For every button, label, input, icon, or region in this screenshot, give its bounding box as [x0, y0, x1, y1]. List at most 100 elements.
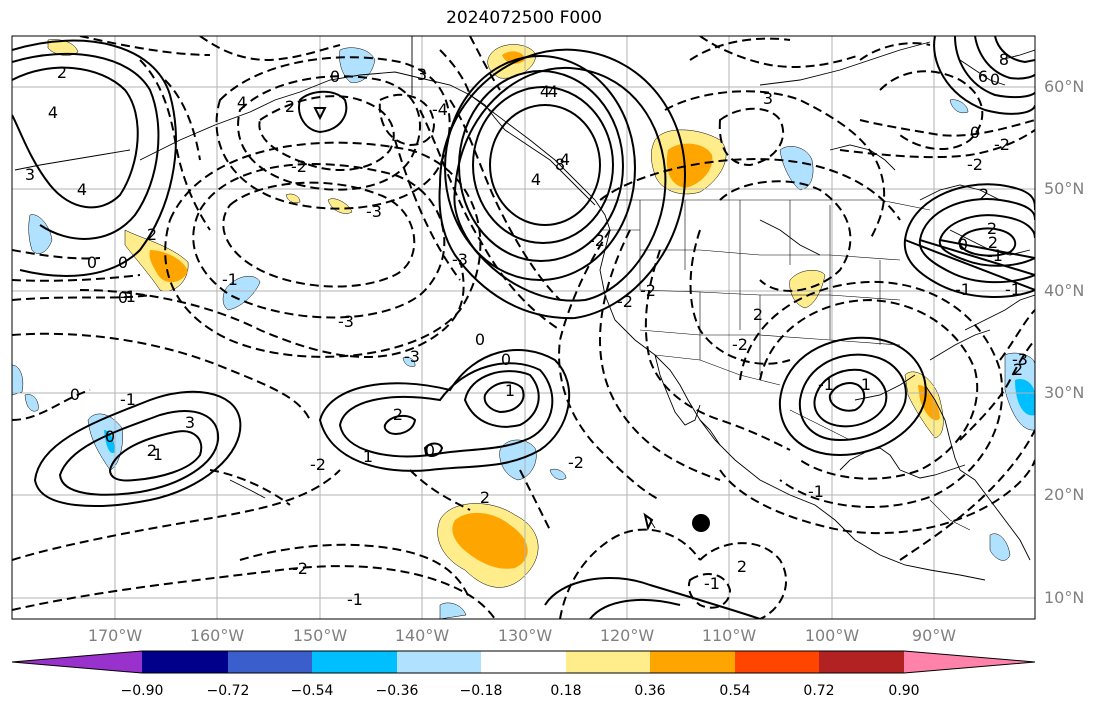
contour-label: -2 — [732, 335, 748, 354]
contour-label: 1 — [363, 447, 373, 466]
contour-label: -2 — [617, 292, 633, 311]
contour-label: -1 — [147, 445, 163, 464]
coastlines — [14, 36, 1035, 581]
plot-frame — [11, 35, 1036, 620]
contour-label: -2 — [310, 455, 326, 474]
colorbar-segment — [819, 651, 904, 673]
contour-label: 2 — [753, 305, 763, 324]
contour-label: 4 — [560, 150, 570, 169]
contour-label: 3 — [185, 413, 195, 432]
colorbar-tick-label: 0.36 — [634, 683, 666, 699]
colorbar-segment — [650, 651, 735, 673]
lon-label-100w: 100°W — [804, 626, 860, 645]
lat-label-60n: 60°N — [1044, 77, 1085, 96]
contour-label: 4 — [77, 180, 87, 199]
lat-label-40n: 40°N — [1044, 281, 1085, 300]
lat-label-50n: 50°N — [1044, 179, 1085, 198]
contour-label: -3 — [366, 202, 382, 221]
contour-label: 4 — [548, 82, 558, 101]
contour-label: 0 — [970, 123, 980, 142]
contour-label: 2 — [57, 63, 67, 82]
contour-label: 1 — [861, 375, 871, 394]
contour-label: 2 — [285, 97, 295, 116]
contour-label: 0 — [70, 385, 80, 404]
contour-label: 0 — [118, 253, 128, 272]
lat-label-30n: 30°N — [1044, 383, 1085, 402]
contour-label: 2 — [979, 185, 989, 204]
contour-label: 8 — [999, 50, 1009, 69]
colorbar-segment — [142, 651, 228, 673]
colorbar-tick-label: 0.72 — [803, 683, 835, 699]
contour-label: 0 — [475, 330, 485, 349]
colorbar-extend-high — [904, 651, 1035, 673]
contour-label: 0 — [501, 350, 511, 369]
contour-label: 3 — [763, 89, 773, 108]
contour-label: 0 — [425, 441, 435, 460]
contour-label: -1 — [222, 270, 238, 289]
contour-label: 2 — [1013, 360, 1023, 379]
colorbar — [11, 650, 1036, 674]
contour-label: 2 — [147, 225, 157, 244]
contour-label: 4 — [531, 170, 541, 189]
colorbar-segment — [735, 651, 819, 673]
contour-label: -2 — [292, 559, 308, 578]
contour-label: -2 — [967, 155, 983, 174]
contour-label: 0 — [330, 67, 340, 86]
colorbar-segment — [228, 651, 312, 673]
contour-label: -2 — [994, 135, 1010, 154]
contour-label: -3 — [452, 250, 468, 269]
lon-label-110w: 110°W — [701, 626, 757, 645]
contour-label: 0 — [105, 427, 115, 446]
contour-label: -2 — [589, 231, 605, 250]
contour-label: -3 — [404, 347, 420, 366]
contour-label: 2 — [988, 233, 998, 252]
contour-label: -1 — [704, 574, 720, 593]
contour-label: 2 — [393, 405, 403, 424]
lat-label-10n: 10°N — [1044, 588, 1085, 607]
colorbar-segment — [566, 651, 650, 673]
contour-label: 2 — [737, 557, 747, 576]
contour-label: 2 — [480, 488, 490, 507]
contour-label: 2 — [987, 219, 997, 238]
shaded-anomaly-patches — [12, 39, 1035, 619]
contour-label: 4 — [237, 93, 247, 112]
colorbar-segment — [481, 651, 566, 673]
contour-label: -3 — [338, 312, 354, 331]
contour-label: 0 — [118, 288, 128, 307]
lon-label-140w: 140°W — [394, 626, 450, 645]
contour-label: -4 — [432, 100, 448, 119]
colorbar-tick-label: −0.18 — [459, 683, 503, 699]
storm-center-marker — [692, 514, 710, 532]
lon-label-170w: 170°W — [87, 626, 143, 645]
colorbar-tick-label: −0.90 — [120, 683, 164, 699]
contour-label: 2 — [147, 441, 157, 460]
colorbar-tick-label: −0.36 — [375, 683, 419, 699]
contour-label: -1 — [347, 590, 363, 609]
contour-label: -1 — [987, 246, 1003, 265]
colorbar-segment — [312, 651, 397, 673]
lon-label-120w: 120°W — [599, 626, 655, 645]
lon-label-130w: 130°W — [497, 626, 553, 645]
contour-label: 1 — [505, 381, 515, 400]
colorbar-tick-label: −0.54 — [290, 683, 334, 699]
colorbar-outline — [11, 650, 1036, 674]
contour-label: 0 — [87, 253, 97, 272]
contour-label: 6 — [978, 67, 988, 86]
contour-label: -1 — [120, 287, 136, 306]
contour-label: 4 — [48, 103, 58, 122]
contour-label: 4 — [540, 82, 550, 101]
contour-label: -3 — [1012, 350, 1028, 369]
dashed-contours — [12, 36, 1035, 619]
contour-label: -1 — [808, 482, 824, 501]
contour-label: -2 — [291, 157, 307, 176]
political-borders — [600, 199, 971, 531]
contour-label: -1 — [818, 375, 834, 394]
colorbar-tick-label: 0.18 — [550, 683, 582, 699]
contour-label: -1 — [1005, 280, 1021, 299]
lon-label-160w: 160°W — [189, 626, 245, 645]
map-title: 2024072500 F000 — [446, 8, 602, 28]
colorbar-tick-label: 0.90 — [888, 683, 920, 699]
lat-label-20n: 20°N — [1044, 485, 1085, 504]
